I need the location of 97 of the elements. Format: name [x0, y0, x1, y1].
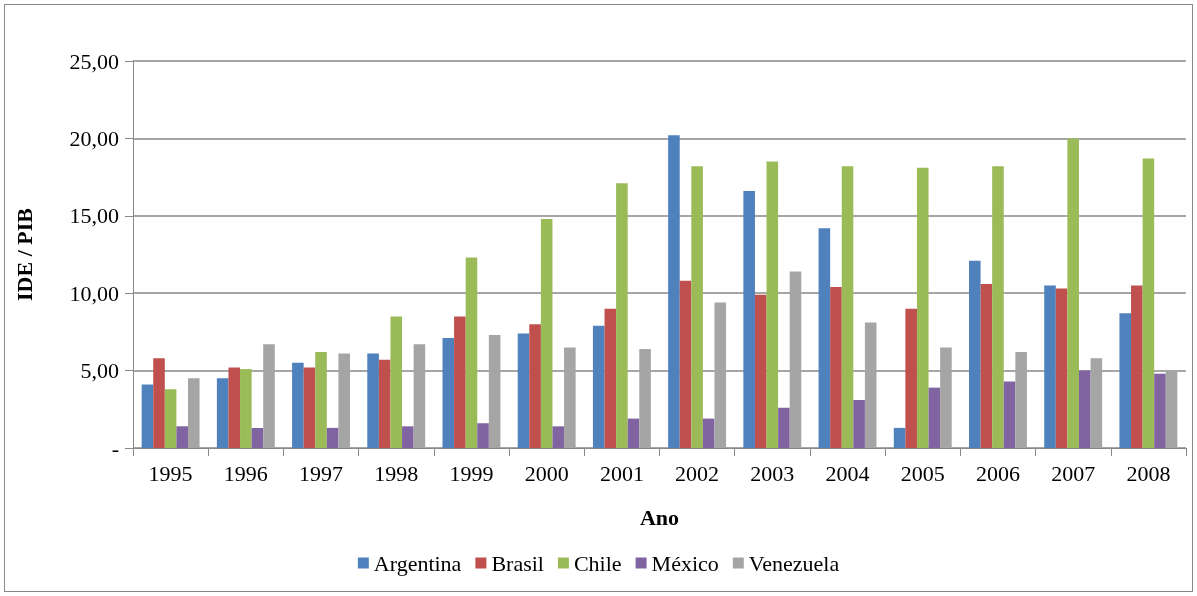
- bar: [778, 407, 790, 448]
- bar: [326, 427, 339, 448]
- bar: [766, 161, 779, 448]
- x-tick-label: 1999: [449, 460, 494, 486]
- bar: [228, 367, 241, 448]
- bar: [830, 287, 842, 448]
- bar: [292, 362, 304, 448]
- bar: [176, 426, 188, 448]
- legend-label: Brasil: [491, 550, 544, 576]
- x-tick-label: 1996: [223, 460, 268, 486]
- bar: [789, 271, 802, 448]
- bar: [303, 367, 316, 448]
- bar: [743, 191, 755, 448]
- bar: [315, 352, 327, 448]
- bar: [702, 418, 715, 448]
- bar: [841, 166, 854, 448]
- x-tick-label: 2008: [1126, 460, 1171, 486]
- bar: [378, 359, 391, 448]
- bar: [552, 426, 565, 448]
- bar: [1119, 313, 1132, 448]
- bar: [1067, 138, 1079, 448]
- legend-label: Chile: [573, 550, 622, 576]
- bar: [668, 135, 680, 448]
- y-tick-label: 15,00: [69, 203, 119, 229]
- bar: [714, 302, 727, 448]
- bar: [1090, 358, 1103, 448]
- bar: [1078, 370, 1091, 448]
- y-tick-label: 20,00: [69, 125, 119, 151]
- bar: [864, 322, 877, 448]
- bar: [517, 333, 530, 448]
- bar: [1131, 285, 1143, 448]
- bar: [992, 166, 1004, 448]
- bar: [627, 418, 640, 448]
- bar: [216, 378, 229, 448]
- x-tick-label: 2003: [750, 460, 795, 486]
- bar: [477, 423, 489, 448]
- bar: [488, 335, 501, 448]
- bar: [1055, 288, 1068, 448]
- bar: [691, 166, 703, 448]
- bar: [454, 316, 466, 448]
- x-tick-label: 1997: [299, 460, 344, 486]
- bar: [1003, 381, 1016, 448]
- bar: [893, 427, 906, 448]
- legend-label: México: [651, 550, 719, 576]
- bar: [1154, 373, 1166, 448]
- bar: [164, 389, 177, 448]
- bar: [928, 387, 941, 448]
- x-tick-label: 1998: [374, 460, 419, 486]
- bar: [187, 378, 200, 448]
- bar: [529, 324, 541, 448]
- bar: [465, 257, 478, 448]
- bar: [639, 348, 651, 448]
- bar: [916, 167, 929, 448]
- bar: [367, 353, 379, 448]
- bar: [592, 325, 605, 448]
- bar: [153, 358, 165, 448]
- bar: [969, 260, 981, 448]
- y-axis-title: IDE / PIB: [11, 207, 37, 301]
- y-tick-label: 5,00: [80, 358, 119, 384]
- x-tick-label: 2005: [900, 460, 945, 486]
- bar: [679, 280, 692, 448]
- bar: [1165, 370, 1178, 448]
- y-tick-label: 10,00: [69, 280, 119, 306]
- bar: [413, 344, 426, 448]
- bar: [940, 347, 952, 448]
- y-tick-label: -: [111, 435, 119, 461]
- x-tick-label: 1995: [148, 460, 193, 486]
- bar: [1044, 285, 1056, 448]
- bar: [540, 218, 553, 448]
- legend-label: Argentina: [373, 550, 462, 576]
- bar: [251, 427, 264, 448]
- bar: [240, 369, 252, 448]
- bar: [564, 347, 576, 448]
- bar: [390, 316, 403, 448]
- x-axis-title: Ano: [639, 504, 680, 530]
- x-tick-label: 2007: [1051, 460, 1096, 486]
- bar: [338, 353, 350, 448]
- x-tick-label: 2006: [975, 460, 1020, 486]
- bar: [754, 294, 767, 448]
- bar: [905, 308, 917, 448]
- bar: [1015, 352, 1027, 448]
- x-tick-label: 2001: [599, 460, 644, 486]
- x-tick-label: 2002: [675, 460, 720, 486]
- bar: [980, 283, 993, 448]
- bar: [141, 384, 154, 448]
- legend-label: Venezuela: [748, 550, 840, 576]
- bar: [604, 308, 617, 448]
- bar: [263, 344, 275, 448]
- x-tick-label: 2000: [524, 460, 569, 486]
- bar: [853, 400, 865, 448]
- x-tick-label: 2004: [825, 460, 870, 486]
- bar: [442, 338, 455, 448]
- bar: [818, 228, 831, 448]
- bar: [616, 183, 628, 448]
- bar: [402, 426, 414, 448]
- bar: [1142, 158, 1155, 448]
- y-tick-label: 25,00: [69, 48, 119, 74]
